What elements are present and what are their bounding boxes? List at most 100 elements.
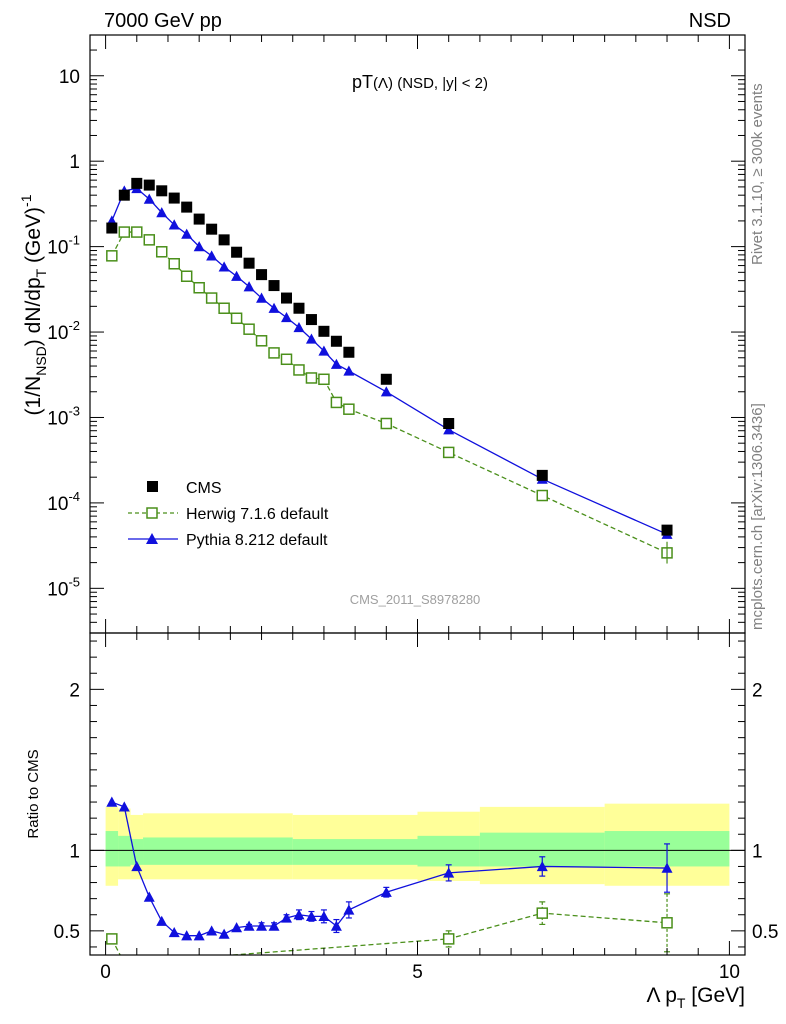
herwig-point xyxy=(255,335,268,347)
legend-cms-label: CMS xyxy=(186,480,222,497)
cms-point xyxy=(536,469,548,481)
main-series-layer xyxy=(106,177,673,564)
legend-herwig-label: Herwig 7.1.6 default xyxy=(186,506,329,523)
ratio-pythia-point xyxy=(143,891,155,902)
ratio-y-tick-label: 1 xyxy=(69,841,80,862)
pythia-point xyxy=(281,312,292,323)
pythia-point xyxy=(231,270,243,281)
y-tick-label: 10 xyxy=(59,67,80,88)
legend-cms-marker xyxy=(147,481,158,492)
herwig-point xyxy=(155,246,168,258)
herwig-point xyxy=(305,372,318,384)
cms-point xyxy=(106,222,118,234)
pythia-point xyxy=(218,261,230,272)
plot-title-rest: (NSD, |y| < 2) xyxy=(397,75,488,92)
cms-point xyxy=(231,246,243,258)
herwig-point xyxy=(131,226,143,238)
pythia-point xyxy=(305,333,317,344)
ratio-pythia-point xyxy=(231,922,243,933)
ratio-pythia-point xyxy=(293,909,305,920)
cms-point xyxy=(206,223,218,235)
pythia-point xyxy=(343,365,355,376)
cms-point xyxy=(318,325,330,337)
ratio-pythia-point xyxy=(305,910,317,922)
herwig-point xyxy=(280,353,293,366)
ratio-pythia-point xyxy=(281,912,292,923)
ratio-pythia-point xyxy=(268,920,280,931)
cms-point xyxy=(305,314,317,326)
ratio-band-inner xyxy=(105,831,119,867)
ratio-band-inner xyxy=(118,835,131,867)
herwig-point xyxy=(118,226,131,238)
ratio-pythia-point xyxy=(343,904,355,915)
ratio-pythia-point xyxy=(243,920,255,931)
ratio-pythia-point xyxy=(106,796,118,807)
legend-herwig-marker xyxy=(146,507,158,519)
pythia-point xyxy=(143,193,155,204)
y-tick-label: 10-4 xyxy=(47,489,80,515)
main-y-axis-label: (1/NNSD) dN/dpT (GeV)-1 xyxy=(18,194,49,415)
axis-ticks xyxy=(90,34,745,955)
cms-point xyxy=(330,335,342,347)
cms-point xyxy=(243,257,255,269)
ratio-uncertainty-bands xyxy=(105,803,730,886)
ratio-herwig-point xyxy=(119,958,129,968)
y-tick-label: 10-3 xyxy=(47,403,80,429)
pythia-point xyxy=(243,281,255,292)
y-tick-label: 10-5 xyxy=(47,574,80,600)
cms-point xyxy=(256,269,268,281)
x-axis-label: Λ pT [GeV] xyxy=(647,984,745,1011)
herwig-point xyxy=(143,234,156,246)
ratio-pythia-point xyxy=(131,860,143,872)
pythia-point xyxy=(330,358,342,369)
x-tick-label: 10 xyxy=(719,962,740,983)
x-tick-label: 0 xyxy=(100,962,111,983)
pythia-line xyxy=(111,187,668,535)
y-tick-label: 10-2 xyxy=(47,318,80,344)
ratio-y-tick-label-right: 1 xyxy=(752,841,763,862)
ratio-pythia-point xyxy=(318,910,330,922)
y-tick-label: 10-1 xyxy=(47,233,80,259)
ratio-band-inner xyxy=(130,839,144,865)
cms-point xyxy=(118,189,130,201)
ratio-pythia-point xyxy=(256,920,268,931)
ratio-pythia-point xyxy=(156,915,168,926)
ratio-pythia-point xyxy=(193,930,205,941)
pythia-point xyxy=(256,292,268,303)
ratio-pythia-point xyxy=(443,867,455,878)
y-tick-label: 1 xyxy=(69,152,80,173)
cms-point xyxy=(156,185,168,197)
pythia-point xyxy=(380,386,392,397)
cms-point xyxy=(218,234,230,246)
herwig-point xyxy=(243,323,255,335)
cms-point xyxy=(343,346,355,358)
analysis-watermark: CMS_2011_S8978280 xyxy=(350,592,481,607)
ratio-pythia-point xyxy=(536,860,548,872)
cms-point xyxy=(193,213,205,225)
ratio-series-layer xyxy=(106,796,673,968)
ratio-herwig-group xyxy=(106,893,673,968)
ratio-herwig-point xyxy=(442,933,455,945)
pythia-point xyxy=(181,228,193,239)
ratio-pythia-point xyxy=(380,886,392,897)
herwig-point xyxy=(343,403,355,415)
ratio-y-tick-label-right: 0.5 xyxy=(752,922,778,943)
cms-point xyxy=(181,201,193,213)
herwig-point xyxy=(330,396,343,409)
cms-point xyxy=(268,280,280,292)
ratio-pythia-point xyxy=(118,801,130,812)
cms-point xyxy=(293,302,305,314)
herwig-point xyxy=(293,364,305,376)
legend-pythia-marker xyxy=(146,533,158,544)
ratio-panel-frame xyxy=(89,632,746,956)
cms-point xyxy=(131,177,143,189)
legend-pythia-label: Pythia 8.212 default xyxy=(186,532,328,549)
plot-title-main: pT xyxy=(352,72,373,92)
ratio-pythia-line xyxy=(111,801,668,937)
pythia-point xyxy=(318,345,330,356)
herwig-point xyxy=(318,373,330,386)
herwig-point xyxy=(230,312,243,325)
mcplots-label: mcplots.cern.ch [arXiv:1306.3436] xyxy=(749,403,766,630)
cms-point xyxy=(281,292,292,304)
